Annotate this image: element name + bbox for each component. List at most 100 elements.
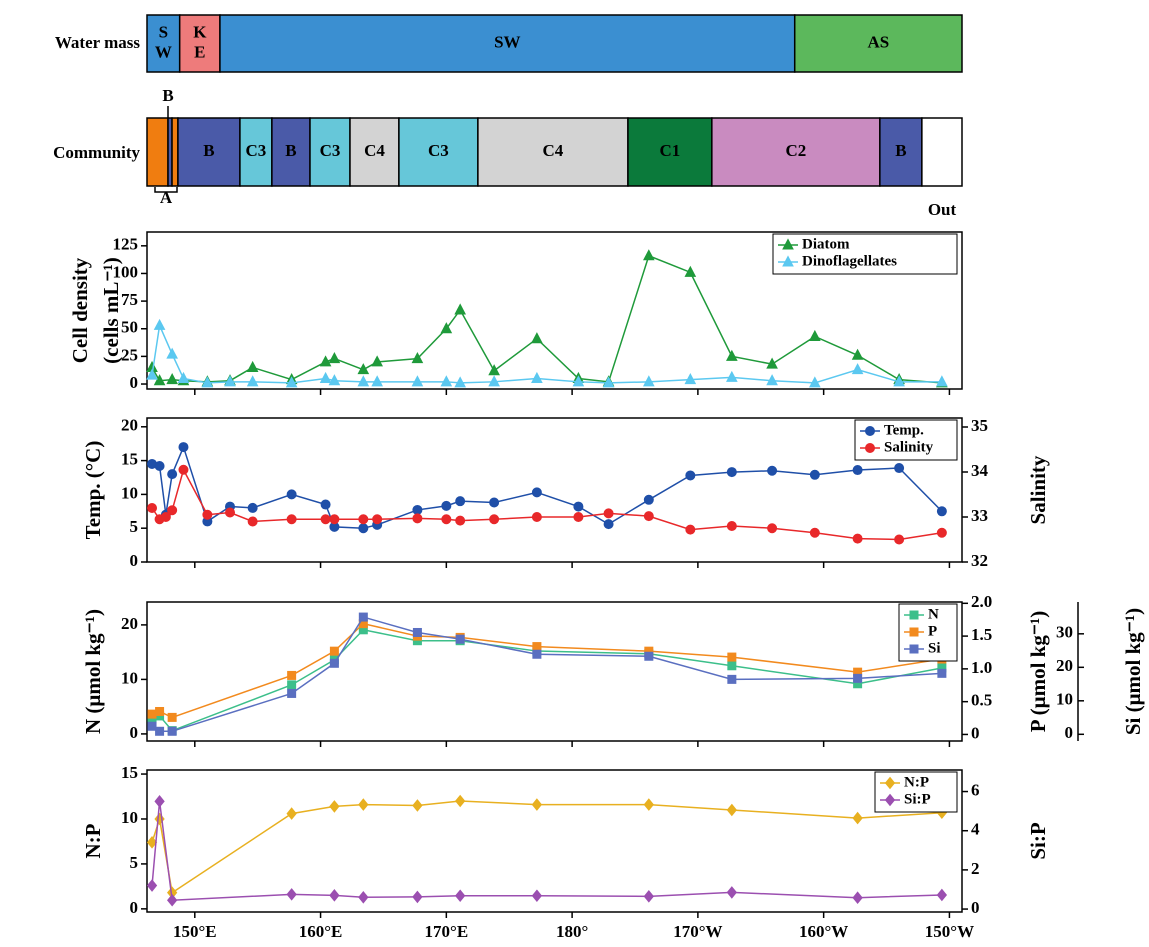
y2-tick-label: 33 — [971, 506, 988, 525]
y-tick-label: 25 — [121, 345, 138, 364]
point — [246, 375, 259, 387]
point — [167, 893, 178, 907]
segment — [349, 117, 400, 187]
legend-marker — [782, 238, 794, 250]
y-tick-label: 15 — [121, 763, 138, 782]
point — [371, 375, 383, 387]
legend-label: Si — [928, 640, 941, 656]
series-line — [151, 616, 942, 733]
point — [936, 527, 947, 538]
point — [488, 375, 500, 387]
point — [286, 807, 297, 820]
point — [489, 514, 500, 525]
y2-tick-label: 0.5 — [971, 691, 992, 710]
point — [441, 500, 452, 511]
point — [287, 670, 297, 680]
segment — [309, 117, 351, 187]
point — [455, 496, 466, 507]
point — [329, 658, 339, 668]
segment-label: C3 — [246, 141, 267, 160]
row-label: Water mass — [55, 33, 141, 52]
point — [726, 467, 737, 478]
y-tick-label: 125 — [113, 235, 139, 254]
point — [328, 374, 341, 386]
y2-tick-label: 35 — [971, 416, 988, 435]
y3-tick-label: 0 — [1065, 723, 1074, 742]
y-tick-label: 75 — [121, 290, 138, 309]
point — [727, 652, 737, 662]
y-tick-label: 0 — [130, 898, 139, 917]
legend-label: Salinity — [884, 439, 934, 455]
x-tick-label: 160°W — [799, 922, 848, 941]
y2-axis-title: Si:P — [1026, 822, 1050, 860]
point — [685, 524, 696, 535]
point — [531, 512, 542, 522]
point — [286, 888, 297, 901]
series-line — [151, 322, 942, 384]
segment-label: K — [193, 22, 207, 41]
point — [727, 661, 737, 671]
point — [246, 360, 259, 372]
point — [643, 249, 655, 261]
point — [726, 349, 738, 361]
x-tick-label: 150°E — [173, 922, 217, 941]
series-line — [151, 467, 942, 541]
segment-label: B — [203, 141, 214, 160]
point — [894, 463, 905, 474]
point — [603, 519, 614, 530]
y-tick-label: 20 — [121, 416, 138, 435]
segment — [793, 14, 963, 73]
point — [155, 726, 165, 736]
point — [225, 507, 236, 518]
y-tick-label: 15 — [121, 449, 138, 468]
point — [852, 533, 863, 544]
point — [809, 527, 820, 538]
point — [357, 363, 370, 375]
point — [328, 352, 341, 364]
point — [412, 513, 423, 524]
point — [936, 506, 947, 517]
point — [358, 612, 368, 622]
point — [454, 376, 466, 388]
y2-tick-label: 32 — [971, 551, 988, 570]
y2-tick-label: 6 — [971, 780, 980, 799]
y-axis-title: N:P — [81, 823, 105, 858]
point — [329, 646, 339, 656]
plot-frame — [146, 417, 963, 563]
y2-tick-label: 0 — [971, 723, 980, 742]
x-tick-label: 150°W — [925, 922, 974, 941]
point — [643, 890, 654, 903]
legend-label: P — [928, 623, 937, 639]
point — [146, 836, 158, 849]
y-tick-label: 10 — [121, 808, 138, 827]
point — [573, 512, 584, 522]
point — [602, 376, 615, 388]
point — [178, 464, 189, 475]
series-line — [151, 800, 942, 894]
point — [357, 375, 370, 387]
annotation: B — [162, 86, 173, 105]
point — [286, 514, 297, 525]
legend-box — [772, 233, 958, 275]
y2-axis-title: P (μmol kg⁻¹) — [1026, 611, 1050, 732]
point — [853, 673, 863, 683]
point — [643, 511, 654, 522]
legend-label: N:P — [904, 774, 929, 790]
point — [178, 442, 189, 453]
y-tick-label: 0 — [130, 373, 139, 392]
point — [767, 523, 778, 534]
point — [726, 370, 738, 382]
y-tick-label: 10 — [121, 668, 138, 687]
segment-label: C1 — [660, 141, 681, 160]
segment-label: C3 — [428, 141, 449, 160]
point — [329, 514, 340, 525]
y3-tick-label: 20 — [1056, 656, 1073, 675]
point — [167, 712, 177, 722]
legend-marker — [865, 426, 875, 436]
point — [455, 794, 466, 808]
point — [894, 534, 905, 545]
segment — [146, 117, 169, 187]
annotation: Out — [928, 200, 957, 219]
segment — [627, 117, 713, 187]
